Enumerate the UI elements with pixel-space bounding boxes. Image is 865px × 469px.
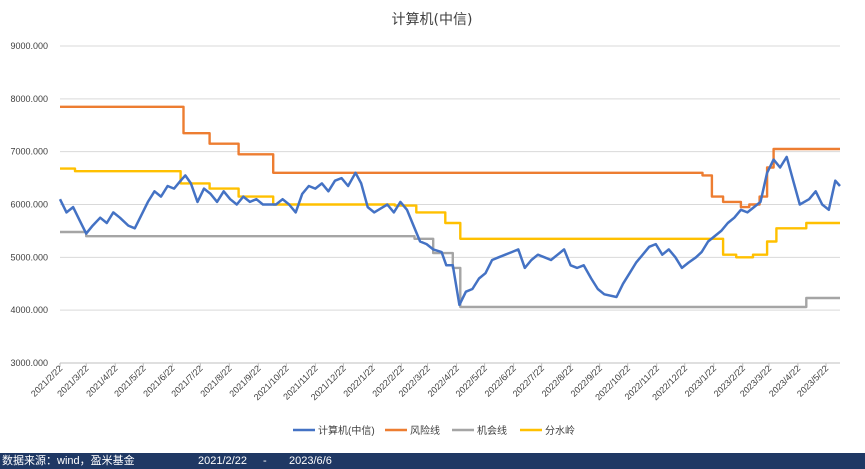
y-tick-label: 6000.000: [10, 200, 48, 210]
series-line-risk: [60, 105, 840, 209]
chart-background: [0, 0, 865, 453]
y-tick-label: 8000.000: [10, 94, 48, 104]
legend-label-watershed: 分水岭: [545, 424, 575, 437]
footer-bar: 数据来源：wind，盈米基金 2021/2/22 - 2023/6/6: [0, 453, 865, 469]
y-axis: 3000.000 4000.000 5000.000 6000.000 7000.000…: [10, 41, 48, 368]
line-chart: 计算机(中信) 3000.000 4000.000 5000.000 6000.000…: [0, 0, 865, 453]
legend-label-opportunity: 机会线: [477, 424, 507, 437]
date-range-start: 2021/2/22: [198, 455, 247, 467]
series-line-index: [58, 155, 841, 307]
series-group: [58, 105, 841, 309]
y-tick-label: 3000.000: [10, 358, 48, 368]
y-tick-label: 7000.000: [10, 147, 48, 157]
legend: 计算机(中信) 风险线 机会线 分水岭: [293, 424, 575, 437]
date-range-dash: -: [263, 455, 267, 467]
date-range-end: 2023/6/6: [289, 455, 332, 467]
legend-label-risk: 风险线: [410, 424, 440, 437]
legend-label-index: 计算机(中信): [318, 424, 375, 437]
chart-title: 计算机(中信): [392, 12, 473, 28]
data-source-note: 数据来源：wind，盈米基金: [2, 455, 135, 467]
y-tick-label: 9000.000: [10, 41, 48, 51]
series-line-watershed: [60, 167, 840, 259]
y-tick-label: 5000.000: [10, 252, 48, 262]
y-tick-label: 4000.000: [10, 305, 48, 315]
